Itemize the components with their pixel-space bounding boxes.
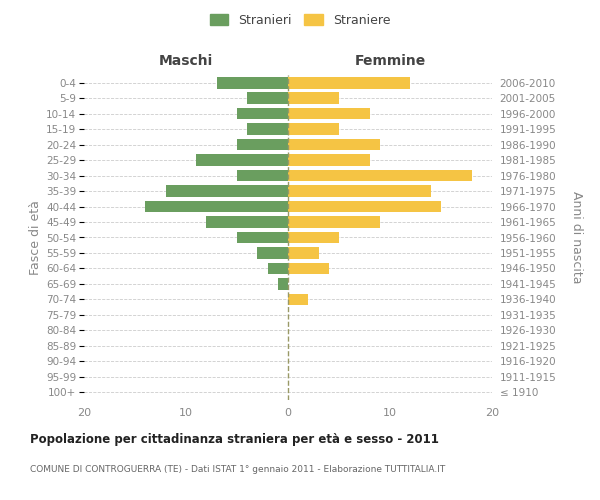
Bar xyxy=(196,154,288,166)
Y-axis label: Anni di nascita: Anni di nascita xyxy=(570,191,583,284)
Bar xyxy=(288,124,339,135)
Text: COMUNE DI CONTROGUERRA (TE) - Dati ISTAT 1° gennaio 2011 - Elaborazione TUTTITAL: COMUNE DI CONTROGUERRA (TE) - Dati ISTAT… xyxy=(30,466,445,474)
Bar xyxy=(237,139,288,150)
Text: Maschi: Maschi xyxy=(159,54,213,68)
Bar xyxy=(288,186,431,197)
Bar xyxy=(166,186,288,197)
Bar xyxy=(268,262,288,274)
Text: Femmine: Femmine xyxy=(355,54,425,68)
Bar xyxy=(288,108,370,120)
Bar xyxy=(288,294,308,305)
Text: Popolazione per cittadinanza straniera per età e sesso - 2011: Popolazione per cittadinanza straniera p… xyxy=(30,432,439,446)
Bar xyxy=(288,77,410,88)
Bar xyxy=(288,247,319,259)
Bar xyxy=(288,216,380,228)
Bar xyxy=(288,154,370,166)
Bar xyxy=(206,216,288,228)
Y-axis label: Fasce di età: Fasce di età xyxy=(29,200,42,275)
Bar xyxy=(288,92,339,104)
Bar xyxy=(217,77,288,88)
Bar xyxy=(257,247,288,259)
Bar xyxy=(237,108,288,120)
Bar xyxy=(247,92,288,104)
Bar xyxy=(288,262,329,274)
Bar xyxy=(237,170,288,181)
Bar xyxy=(237,232,288,243)
Legend: Stranieri, Straniere: Stranieri, Straniere xyxy=(205,8,395,32)
Bar xyxy=(278,278,288,289)
Bar xyxy=(288,170,472,181)
Bar xyxy=(288,139,380,150)
Bar xyxy=(288,200,441,212)
Bar xyxy=(247,124,288,135)
Bar xyxy=(288,232,339,243)
Bar xyxy=(145,200,288,212)
